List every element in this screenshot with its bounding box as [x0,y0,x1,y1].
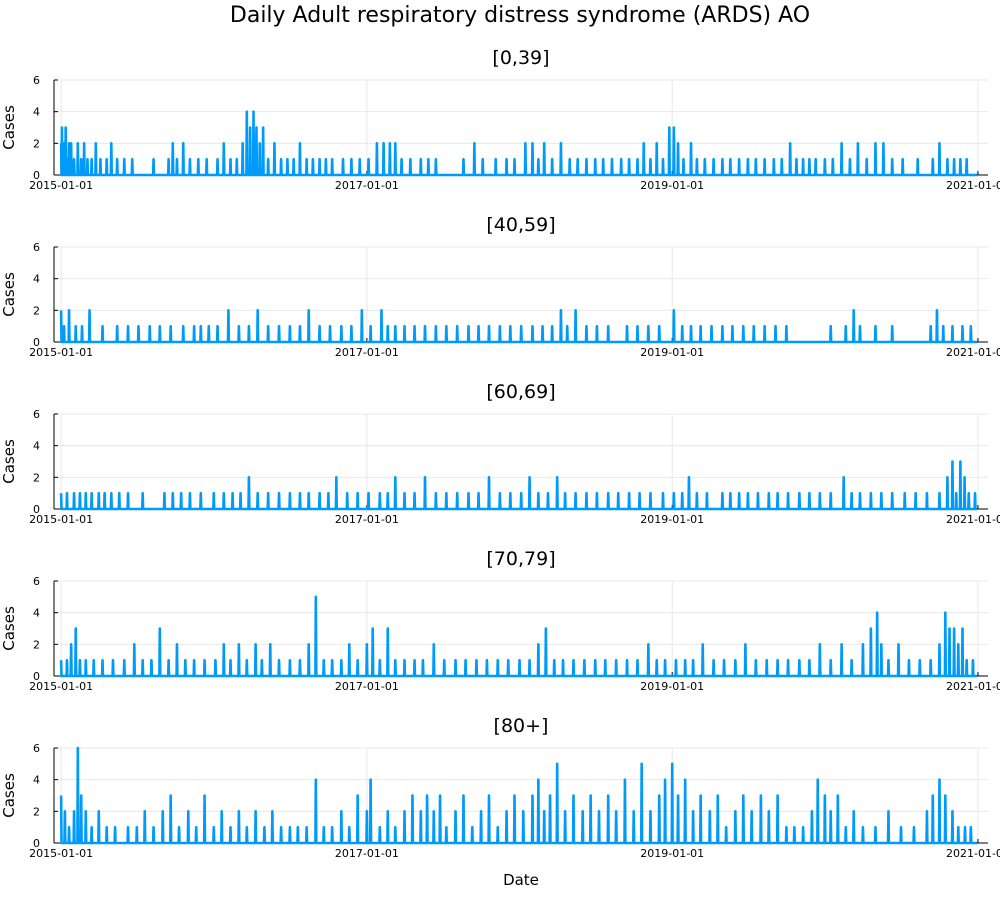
y-tick-label: 2 [33,805,40,818]
y-tick-label: 0 [33,169,40,182]
x-tick-label: 2015-01-01 [29,513,93,526]
x-tick-label: 2019-01-01 [640,513,704,526]
series-line [59,746,979,845]
x-tick-label: 2015-01-01 [29,847,93,860]
x-tick-label: 2021-01-01 [946,179,1000,192]
series-line [59,110,979,177]
y-tick-label: 0 [33,336,40,349]
panel-5: [80+] 0 2 4 6 2015-01-01 2017-01-01 2019-01-01 2… [0,715,1000,889]
x-tick-label: 2021-01-01 [946,847,1000,860]
series-line [59,460,979,511]
y-tick-label: 4 [33,440,40,453]
panels: [0,39] 0 2 4 6 2015-01-01 2017-01-01 2019-01-01… [0,47,1000,889]
panel-title: [80+] [494,715,549,737]
panel-4: [70,79] 0 2 4 6 2015-01-01 2017-01-01 2019-01-0… [0,548,1000,693]
y-tick-label: 2 [33,638,40,651]
x-tick-label: 2017-01-01 [335,179,399,192]
y-tick-label: 6 [33,408,40,421]
figure-title: Daily Adult respiratory distress syndrom… [230,3,810,28]
x-tick-label: 2019-01-01 [640,346,704,359]
series-line [59,309,979,344]
x-tick-label: 2021-01-01 [946,513,1000,526]
x-tick-label: 2017-01-01 [335,847,399,860]
x-tick-label: 2015-01-01 [29,179,93,192]
y-tick-label: 6 [33,742,40,755]
y-axis-label: Cases [0,606,18,651]
y-tick-label: 6 [33,241,40,254]
y-tick-label: 0 [33,503,40,516]
x-tick-label: 2019-01-01 [640,847,704,860]
panel-title: [60,69] [486,381,555,403]
y-tick-label: 6 [33,575,40,588]
y-tick-label: 2 [33,304,40,317]
x-axis-label: Date [503,871,539,889]
y-tick-label: 2 [33,137,40,150]
x-tick-label: 2019-01-01 [640,179,704,192]
panel-3: [60,69] 0 2 4 6 2015-01-01 2017-01-01 2019-01-0… [0,381,1000,526]
x-tick-label: 2019-01-01 [640,680,704,693]
x-tick-label: 2017-01-01 [335,680,399,693]
y-axis-label: Cases [0,105,18,150]
x-tick-label: 2021-01-01 [946,346,1000,359]
y-tick-label: 4 [33,774,40,787]
x-tick-label: 2017-01-01 [335,346,399,359]
x-tick-label: 2015-01-01 [29,346,93,359]
y-axis-label: Cases [0,773,18,818]
y-tick-label: 2 [33,471,40,484]
x-tick-label: 2017-01-01 [335,513,399,526]
y-tick-label: 4 [33,607,40,620]
x-tick-label: 2015-01-01 [29,680,93,693]
y-axis-label: Cases [0,439,18,484]
y-tick-label: 0 [33,670,40,683]
panel-title: [70,79] [486,548,555,570]
y-tick-label: 0 [33,837,40,850]
panel-1: [0,39] 0 2 4 6 2015-01-01 2017-01-01 2019-01-01… [0,47,1000,192]
y-tick-label: 4 [33,273,40,286]
x-tick-label: 2021-01-01 [946,680,1000,693]
panel-title: [40,59] [486,214,555,236]
panel-2: [40,59] 0 2 4 6 2015-01-01 2017-01-01 2019-01-0… [0,214,1000,359]
series-line [59,595,979,678]
panel-title: [0,39] [492,47,549,69]
y-tick-label: 6 [33,74,40,87]
y-tick-label: 4 [33,106,40,119]
y-axis-label: Cases [0,272,18,317]
